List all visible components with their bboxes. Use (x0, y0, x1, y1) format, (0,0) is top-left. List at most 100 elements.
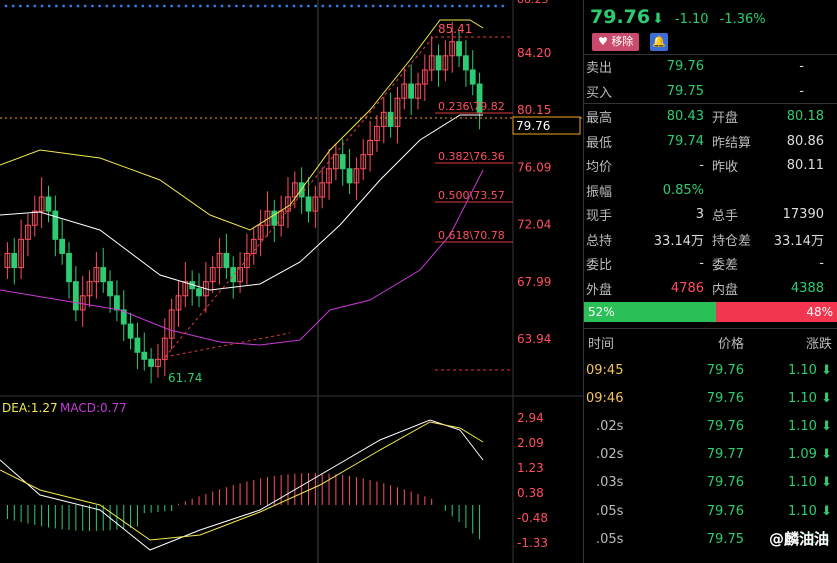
candle (196, 288, 202, 297)
col-change: 涨跌 (805, 337, 832, 352)
marker-dot (458, 4, 461, 8)
kline-chart[interactable]: 88.25 84.20 80.15 76.09 72.04 67.99 63.94 85.41… (0, 0, 583, 563)
tick-price: 79.77 (706, 447, 744, 463)
current-price-box (512, 116, 581, 135)
tick-change: 1.10 ⬇ (788, 503, 832, 519)
candle (469, 69, 476, 85)
candle (421, 69, 428, 85)
tick-price: 79.76 (706, 390, 744, 406)
candle (298, 182, 305, 198)
marker-dot (83, 4, 87, 8)
remove-watchlist-button[interactable]: ♥ 移除 (592, 33, 640, 51)
quote-row: 振幅 0.85% (584, 178, 837, 203)
marker-dot (105, 4, 109, 8)
stat-label: 持仓差 (712, 233, 752, 249)
trend-line (164, 34, 436, 358)
inner-ratio: 48% (715, 302, 837, 322)
stat-label: 最低 (586, 135, 613, 151)
candle (155, 358, 161, 367)
marker-dot (364, 4, 368, 8)
candle (346, 168, 353, 184)
down-arrow-icon: ⬇ (652, 11, 664, 27)
alert-bell-button[interactable]: 🔔 (650, 33, 668, 51)
candle (332, 154, 339, 170)
price-change-pct: -1.36% (719, 12, 766, 27)
marker-dot (400, 4, 404, 8)
tick-price: 79.76 (706, 418, 744, 434)
quote-row: 外盘 4786 内盘 4388 (584, 276, 837, 301)
marker-dot (199, 4, 202, 8)
candle (456, 41, 462, 57)
candle (148, 358, 155, 367)
marker-dot (19, 4, 22, 8)
candle (79, 295, 86, 311)
buy-row: 买入 79.75 - (584, 79, 837, 104)
kline-chart-panel[interactable]: 88.25 84.20 80.15 76.09 72.04 67.99 63.94 85.41… (0, 0, 583, 563)
stat-label: 昨收 (712, 160, 739, 176)
stat-value: 17390 (782, 207, 824, 223)
candle (72, 281, 79, 311)
candle (4, 252, 11, 269)
current-price-label: 79.76 (516, 119, 550, 133)
price-axis-label: 80.15 (517, 103, 551, 117)
tick-row: 09:46 79.76 1.10 ⬇ (584, 384, 837, 412)
stat-label: 最高 (586, 111, 613, 127)
marker-dot (177, 4, 181, 8)
marker-dot (371, 4, 375, 8)
candle (326, 168, 332, 184)
marker-dot (69, 4, 73, 8)
col-time: 时间 (588, 337, 615, 352)
col-price: 价格 (717, 337, 744, 352)
candle (305, 196, 312, 212)
dif-line (0, 419, 484, 551)
stat-label: 现手 (586, 209, 613, 225)
tick-price: 79.76 (706, 475, 744, 491)
candle (415, 83, 421, 99)
marker-dot (235, 4, 238, 8)
tick-table-header: 时间 价格 涨跌 (584, 328, 837, 356)
marker-dot (443, 4, 447, 8)
marker-dot (278, 4, 281, 8)
tick-row: .02s 79.77 1.09 ⬇ (584, 441, 837, 469)
stat-value: 79.74 (666, 133, 704, 149)
candle (257, 224, 264, 240)
marker-dot (335, 4, 339, 8)
candle (223, 252, 230, 269)
candle (476, 83, 483, 113)
quote-row: 最高 80.43 开盘 80.18 (584, 104, 837, 129)
candle (216, 252, 223, 269)
last-price: 79.76 (590, 6, 651, 28)
marker-dot (98, 4, 101, 8)
candle (442, 55, 449, 71)
sell-volume: - (799, 59, 804, 75)
marker-dot (4, 4, 8, 8)
candle (66, 252, 72, 283)
sell-label: 卖出 (586, 61, 613, 77)
tick-table[interactable]: 09:45 79.76 1.10 ⬇ 09:46 79.76 1.10 ⬇ .02s… (584, 356, 837, 553)
stat-value: 3 (695, 207, 704, 223)
tick-time: .05s (596, 531, 624, 547)
high-price-label: 85.41 (438, 22, 472, 36)
down-arrow-icon: ⬇ (821, 447, 832, 463)
marker-dot (357, 4, 361, 8)
tick-change: 1.10 ⬇ (788, 475, 832, 491)
macd-axis-label: 1.23 (517, 461, 544, 475)
stat-value: - (819, 256, 824, 272)
marker-dot (119, 4, 123, 8)
price-axis-top-label: 88.25 (517, 0, 549, 6)
stat-label: 内盘 (712, 282, 739, 298)
marker-dot (307, 4, 310, 8)
candle (59, 238, 66, 254)
candle (134, 337, 141, 353)
candle (271, 210, 278, 226)
marker-dot (126, 4, 130, 8)
candle (11, 252, 18, 269)
marker-dot (76, 4, 80, 8)
price-axis-label: 67.99 (517, 275, 551, 289)
marker-dot (220, 4, 224, 8)
marker-dot (350, 4, 353, 8)
candle (353, 168, 360, 184)
outer-ratio: 52% (584, 302, 716, 322)
candle (18, 238, 25, 269)
bell-icon: 🔔 (652, 35, 666, 48)
